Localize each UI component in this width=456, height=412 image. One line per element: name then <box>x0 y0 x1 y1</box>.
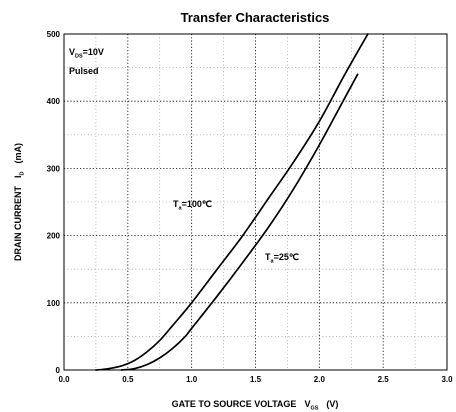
x-tick-label: 2.5 <box>378 375 390 384</box>
tick-labels: 0.0 0.5 1.0 1.5 2.0 2.5 3.0 0 100 200 300 400 500 <box>47 30 453 384</box>
x-tick-label: 1.5 <box>250 375 262 384</box>
y-tick-label: 200 <box>47 232 61 241</box>
label-ta-25c: Ta=25℃ <box>265 252 299 265</box>
y-axis-label: DRAIN CURRENTID(mA) <box>13 143 26 261</box>
grid <box>64 34 447 370</box>
x-tick-label: 3.0 <box>441 375 453 384</box>
x-axis-label: GATE TO SOURCE VOLTAGE VGS (V) <box>172 399 339 412</box>
y-tick-label: 100 <box>47 299 61 308</box>
series-curves <box>95 33 369 371</box>
x-tick-label: 0.0 <box>58 375 70 384</box>
x-tick-label: 1.0 <box>186 375 198 384</box>
x-tick-label: 2.0 <box>314 375 326 384</box>
y-tick-label: 500 <box>47 30 61 39</box>
condition-vds: VDS=10V <box>69 47 104 60</box>
plot-frame <box>63 33 448 371</box>
label-ta-100c: Ta=100℃ <box>173 199 212 212</box>
series-line-ta-100c <box>95 33 369 371</box>
y-tick-label: 300 <box>47 164 61 173</box>
chart-title: Transfer Characteristics <box>181 10 330 25</box>
condition-pulsed: Pulsed <box>69 66 99 76</box>
series-line-ta-25c <box>120 73 359 371</box>
x-tick-label: 0.5 <box>122 375 134 384</box>
y-tick-label: 400 <box>47 97 61 106</box>
y-tick-label: 0 <box>56 366 61 375</box>
